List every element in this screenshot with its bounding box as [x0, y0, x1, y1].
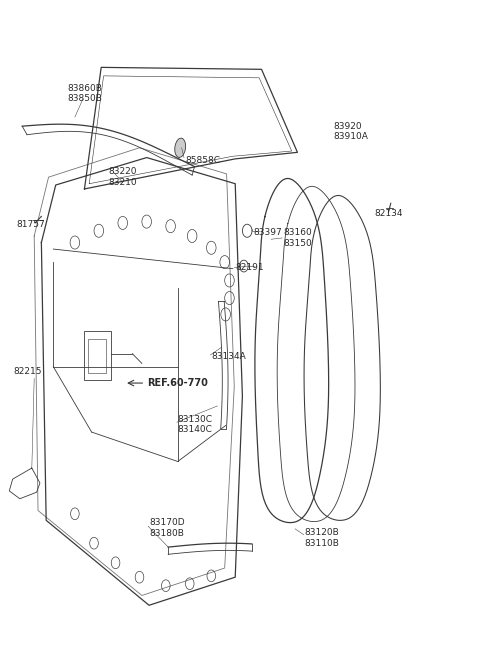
Text: 83220
83210: 83220 83210 — [108, 168, 137, 187]
Text: 82215: 82215 — [14, 367, 42, 377]
Text: 83120B
83110B: 83120B 83110B — [305, 529, 339, 548]
Text: 83130C
83140C: 83130C 83140C — [178, 415, 213, 434]
Text: 83397: 83397 — [253, 227, 282, 236]
Text: 81757: 81757 — [16, 219, 45, 229]
Text: 83920
83910A: 83920 83910A — [333, 122, 368, 141]
Text: REF.60-770: REF.60-770 — [147, 378, 207, 388]
Text: 83860B
83850B: 83860B 83850B — [67, 84, 102, 103]
Bar — [84, 331, 111, 380]
Ellipse shape — [175, 138, 186, 157]
Text: 83134A: 83134A — [211, 352, 246, 361]
Text: 83170D
83180B: 83170D 83180B — [149, 519, 185, 538]
Text: 82191: 82191 — [235, 263, 264, 272]
Text: 85858C: 85858C — [185, 156, 220, 164]
Text: 82134: 82134 — [374, 209, 403, 218]
Text: 83160
83150: 83160 83150 — [283, 228, 312, 248]
Bar — [88, 339, 107, 373]
